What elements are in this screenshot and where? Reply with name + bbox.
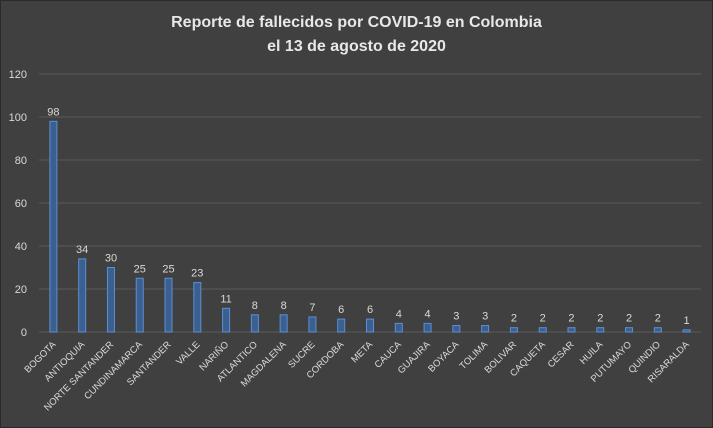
x-tick-label: GUAJIRA: [396, 339, 433, 376]
bar: [337, 318, 346, 333]
bar: [394, 322, 403, 333]
data-label: 25: [134, 263, 146, 275]
y-tick-label: 60: [15, 198, 27, 210]
data-label: 7: [309, 302, 315, 314]
bar: [106, 267, 115, 333]
bar: [423, 322, 432, 333]
bar: [193, 282, 202, 333]
y-axis-ticks: 0 20 40 60 80 100 120: [9, 69, 27, 339]
y-tick-label: 100: [9, 112, 27, 124]
data-label: 2: [597, 313, 603, 325]
data-label: 4: [425, 308, 431, 320]
bar: [135, 277, 144, 333]
bar: [49, 120, 58, 333]
data-label: 23: [191, 268, 203, 280]
x-tick-label: BOYACA: [426, 339, 462, 375]
chart-title-line-2: el 13 de agosto de 2020: [267, 38, 446, 55]
data-label: 6: [338, 304, 344, 316]
data-label: 2: [655, 313, 661, 325]
bar: [538, 327, 547, 333]
bars: [49, 120, 691, 333]
data-label: 3: [453, 311, 459, 323]
bar: [509, 327, 518, 333]
data-label: 25: [162, 263, 174, 275]
data-label: 8: [281, 300, 287, 312]
bar: [222, 307, 231, 333]
x-tick-label: CESAR: [546, 339, 577, 370]
data-label: 98: [47, 106, 59, 118]
data-label: 4: [396, 308, 402, 320]
data-label: 2: [540, 313, 546, 325]
data-labels: 98 34 30 25 25 23 11 8 8 7 6 6 4 4 3 3 2 2 2 2 2 2 1: [47, 106, 689, 327]
bar: [452, 325, 461, 333]
y-tick-label: 0: [21, 327, 27, 339]
data-label: 2: [568, 313, 574, 325]
data-label: 2: [511, 313, 517, 325]
gridlines: [39, 73, 701, 333]
y-tick-label: 80: [15, 155, 27, 167]
data-label: 34: [76, 244, 88, 256]
data-label: 2: [626, 313, 632, 325]
bar: [596, 327, 605, 333]
bar: [78, 258, 87, 333]
chart-title-line-1: Reporte de fallecidos por COVID-19 en Co…: [171, 14, 542, 31]
bar: [682, 329, 691, 333]
y-tick-label: 20: [15, 284, 27, 296]
bar: [653, 327, 662, 333]
bar: [481, 325, 490, 333]
y-tick-label: 120: [9, 69, 27, 81]
data-label: 30: [105, 253, 117, 265]
bar: [164, 277, 173, 333]
bar: [308, 316, 317, 333]
data-label: 3: [482, 311, 488, 323]
bar: [250, 314, 259, 333]
x-tick-label: META: [349, 339, 375, 365]
y-tick-label: 40: [15, 241, 27, 253]
data-label: 8: [252, 300, 258, 312]
bar: [567, 327, 576, 333]
data-label: 11: [220, 293, 231, 305]
data-label: 1: [684, 315, 690, 327]
bar: [625, 327, 634, 333]
bar: [279, 314, 288, 333]
data-label: 6: [367, 304, 373, 316]
bar: [366, 318, 374, 333]
